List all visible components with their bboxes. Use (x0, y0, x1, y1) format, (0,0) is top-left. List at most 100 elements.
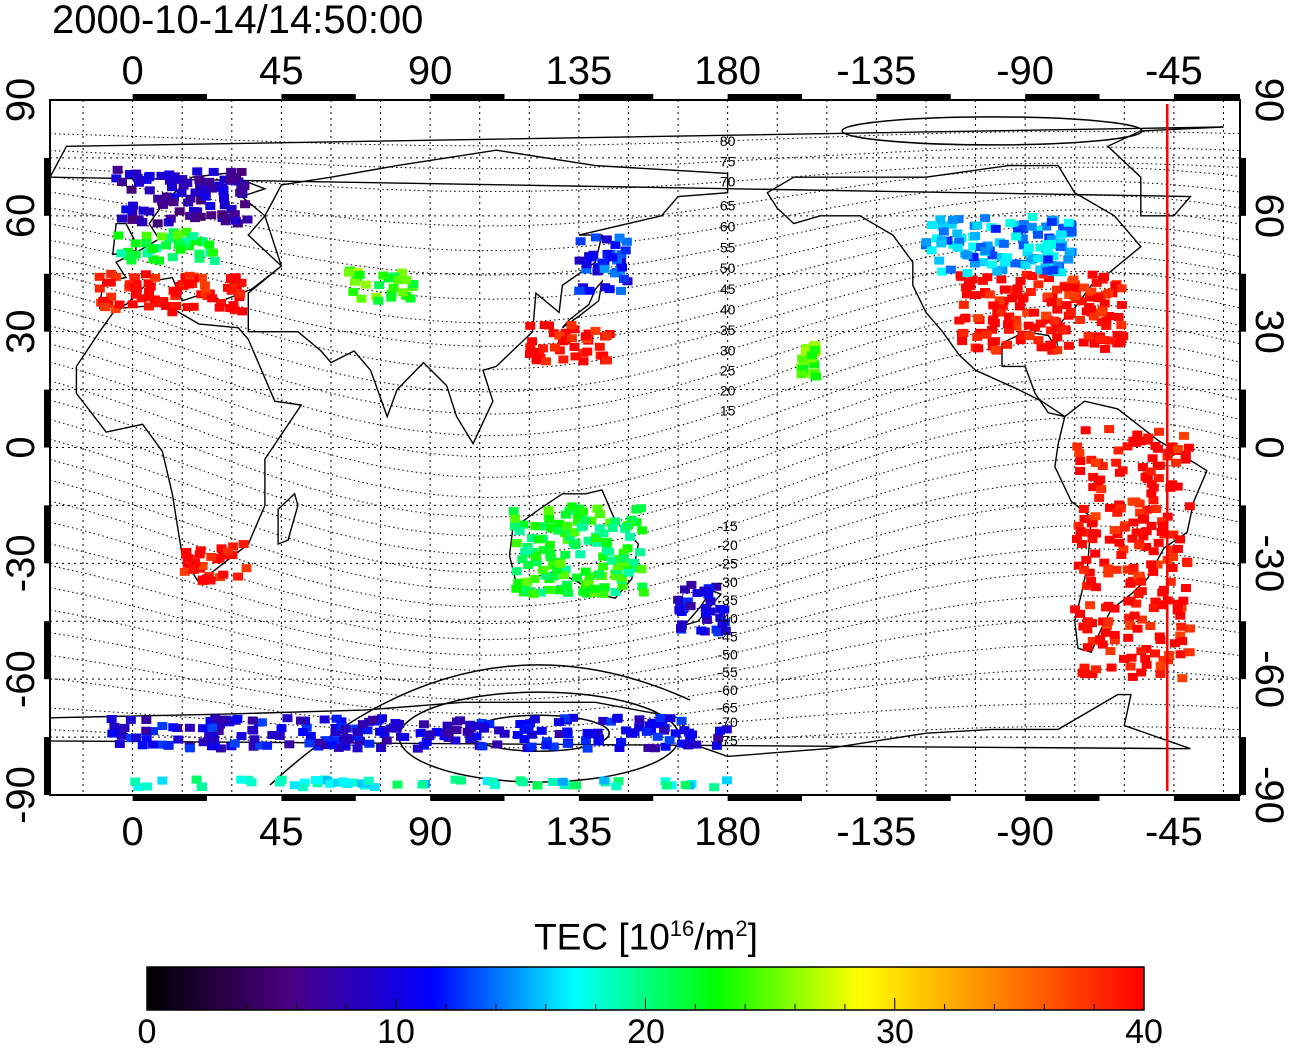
tec-point (1175, 650, 1186, 659)
tec-point (1147, 454, 1158, 463)
tec-point (1148, 604, 1159, 613)
tec-point (1154, 632, 1165, 641)
tec-point (226, 167, 237, 176)
tec-point (1141, 542, 1152, 551)
tec-point (1113, 312, 1124, 321)
tec-point (1136, 668, 1147, 677)
tec-point (1125, 662, 1136, 671)
tec-point (1014, 302, 1025, 311)
tec-point (188, 565, 199, 574)
tec-point (1172, 544, 1183, 553)
tec-point (130, 250, 141, 259)
tec-point (996, 252, 1007, 261)
lon-label-bottom: 0 (122, 810, 144, 854)
lon-label-top: 45 (259, 49, 304, 93)
tec-point (1063, 218, 1074, 227)
tec-point (927, 221, 938, 230)
contour-line (50, 209, 1240, 300)
tec-point (636, 565, 647, 574)
frame-bar-top (132, 94, 208, 100)
tec-point (401, 276, 412, 285)
tec-point (199, 185, 210, 194)
tec-point (1055, 230, 1066, 239)
tec-point (1075, 466, 1086, 475)
tec-point (218, 570, 229, 579)
contour-labels: 80 75 70 65 60 55 50 45 40 35 30 25 20 15 -15 -20 -25 -30… (718, 133, 738, 749)
tec-point (1157, 517, 1168, 526)
tec-point (1111, 458, 1122, 467)
tec-point (691, 740, 702, 749)
frame-bar-bottom (727, 795, 803, 801)
tec-point (1072, 442, 1083, 451)
lon-label-top: 0 (122, 49, 144, 93)
tec-point (238, 540, 249, 549)
tec-point (235, 289, 246, 298)
tec-point (1118, 545, 1129, 554)
tec-point (148, 740, 159, 749)
tec-point (621, 237, 632, 246)
tec-point (1126, 653, 1137, 662)
tec-point (173, 735, 184, 744)
tec-point (560, 510, 571, 519)
tec-point (611, 782, 622, 791)
tec-point (992, 267, 1003, 276)
tec-point (1056, 268, 1067, 277)
lon-label-bottom: 90 (408, 810, 453, 854)
tec-point (451, 717, 462, 726)
tec-point (568, 781, 579, 790)
tec-point (1116, 321, 1127, 330)
tec-point (471, 732, 482, 741)
tec-point (987, 325, 998, 334)
tec-point (233, 572, 244, 581)
tec-point (1094, 493, 1105, 502)
tec-point (590, 233, 601, 242)
tec-point (935, 215, 946, 224)
tec-point (378, 271, 389, 280)
tec-point (131, 169, 142, 178)
tec-point (343, 268, 354, 277)
tec-point (1079, 663, 1090, 672)
tec-point (172, 235, 183, 244)
tec-point (569, 528, 580, 537)
tec-point (797, 354, 808, 363)
tec-point (1109, 636, 1120, 645)
tec-point (952, 243, 963, 252)
tec-point (971, 291, 982, 300)
contour-label: -60 (718, 682, 738, 698)
tec-point (1045, 340, 1056, 349)
tec-point (1025, 287, 1036, 296)
tec-point (809, 345, 820, 354)
tec-point (121, 205, 132, 214)
tec-point (796, 370, 807, 379)
tec-point (1122, 565, 1133, 574)
tec-point (543, 510, 554, 519)
tec-point (559, 571, 570, 580)
tec-point (1010, 259, 1021, 268)
tec-point (297, 783, 308, 792)
tec-point (629, 558, 640, 567)
tec-point (597, 258, 608, 267)
tec-point (195, 212, 206, 221)
tec-point (541, 737, 552, 746)
tec-point (198, 738, 209, 747)
tec-point (1104, 425, 1115, 434)
tec-point (415, 728, 426, 737)
tec-point (538, 546, 549, 555)
coastline (247, 149, 729, 446)
tec-point (231, 173, 242, 182)
tec-point (236, 167, 247, 176)
tec-point (544, 540, 555, 549)
tec-point (715, 613, 726, 622)
tec-point (206, 552, 217, 561)
contour-label: 20 (720, 382, 736, 398)
tec-point (1056, 326, 1067, 335)
tec-point (987, 251, 998, 260)
frame-bar-top (1025, 94, 1100, 100)
tec-point (657, 720, 668, 729)
tec-point (161, 241, 172, 250)
tec-point (123, 251, 134, 260)
tec-point (148, 727, 159, 736)
tec-point (557, 777, 568, 786)
tec-point (1083, 331, 1094, 340)
tec-point (184, 723, 195, 732)
